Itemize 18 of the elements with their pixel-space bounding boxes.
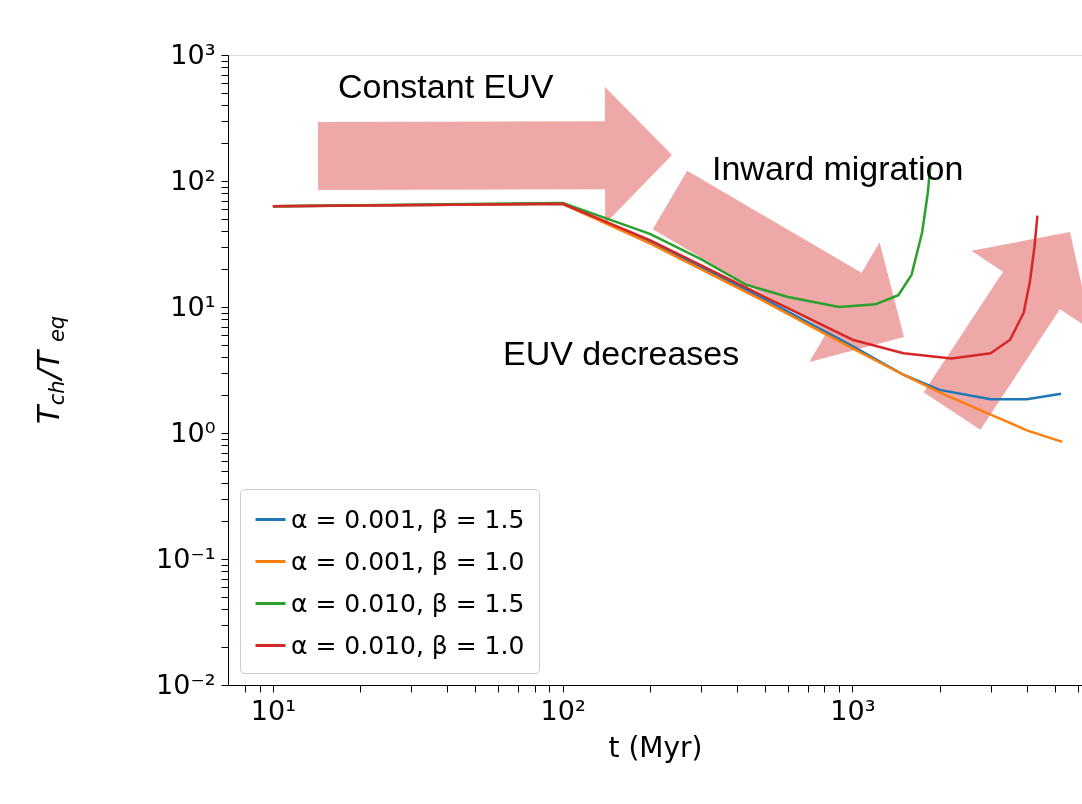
x-axis-title: t (Myr) bbox=[608, 730, 703, 764]
y-tick-label: 10² bbox=[170, 164, 216, 196]
y-tick-label: 10³ bbox=[170, 38, 216, 70]
legend-label: α = 0.001, β = 1.0 bbox=[291, 546, 525, 576]
y-tick-label: 10¹ bbox=[170, 290, 216, 322]
annotation: Constant EUV bbox=[338, 67, 554, 105]
y-axis-title: Tch/Teq bbox=[31, 315, 69, 424]
y-tick-label: 10⁰ bbox=[170, 416, 216, 448]
y-tick-label: 10⁻¹ bbox=[156, 542, 216, 574]
x-tick-label: 10² bbox=[540, 694, 586, 726]
x-tick-label: 10¹ bbox=[250, 694, 296, 726]
legend-label: α = 0.010, β = 1.5 bbox=[291, 588, 525, 618]
legend-label: α = 0.001, β = 1.5 bbox=[291, 504, 525, 534]
x-tick-label: 10³ bbox=[830, 694, 876, 726]
y-tick-label: 10⁻² bbox=[156, 668, 216, 700]
annotation: EUV decreases bbox=[503, 334, 740, 372]
legend-label: α = 0.010, β = 1.0 bbox=[291, 630, 525, 660]
annotation: Inward migration bbox=[712, 149, 964, 187]
